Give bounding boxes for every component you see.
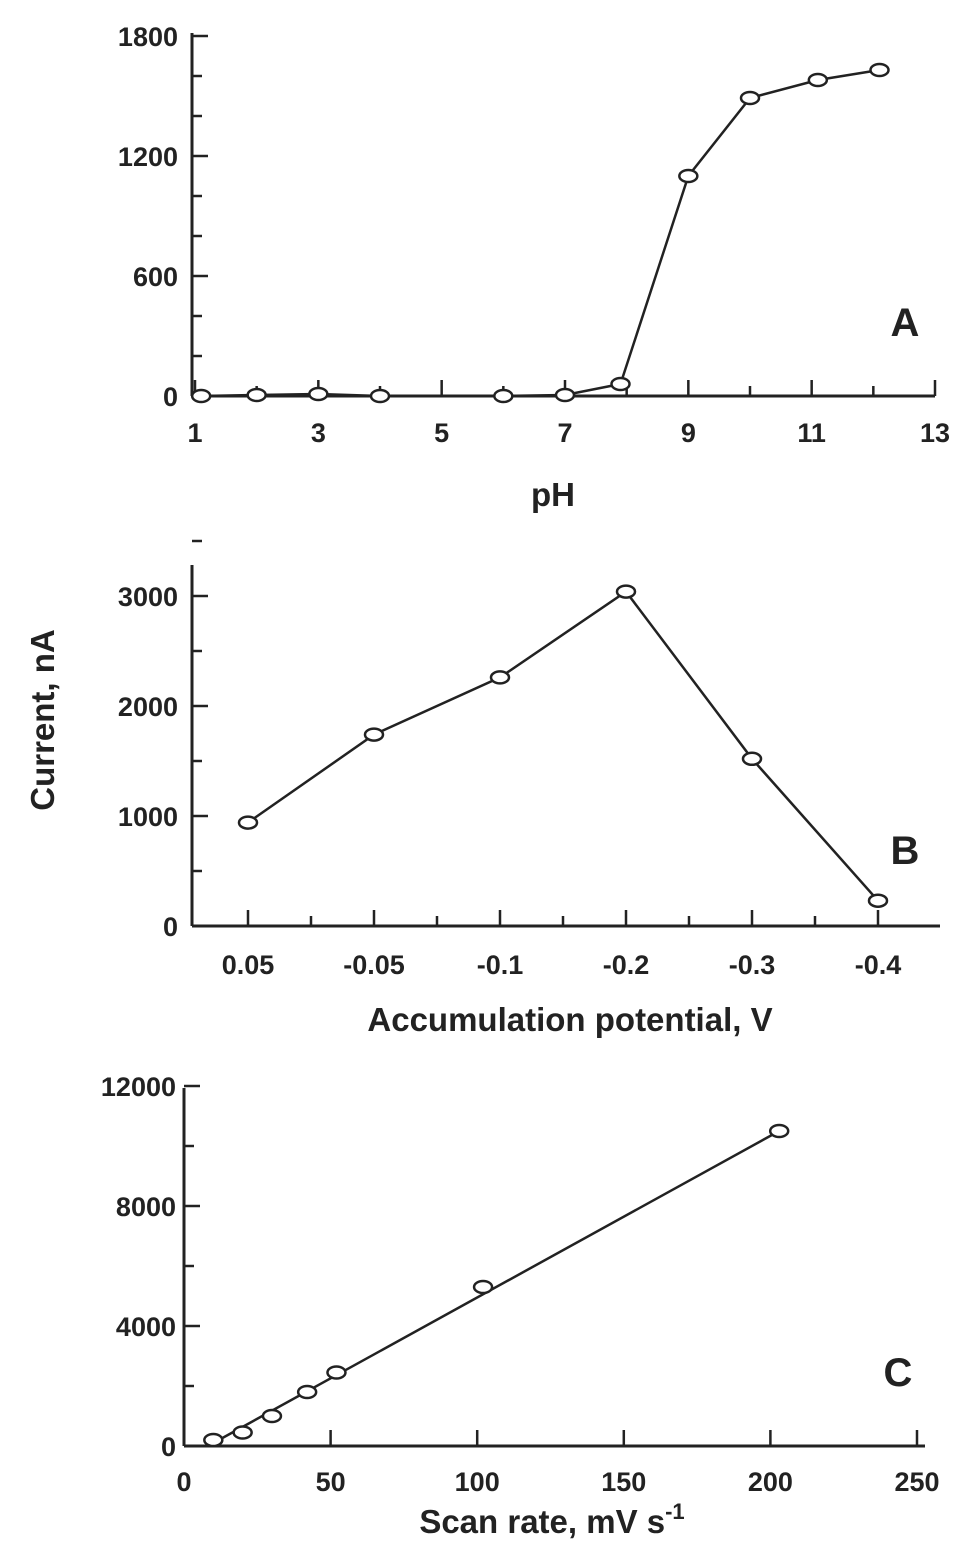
- data-point: [190, 388, 212, 404]
- y-tick-label: 12000: [101, 1072, 176, 1102]
- data-point: [472, 1279, 494, 1295]
- x-tick-label: -0.05: [343, 950, 405, 980]
- y-tick-label: 1200: [118, 142, 178, 172]
- y-tick-label: 0: [163, 382, 178, 412]
- x-axis-label: Accumulation potential, V: [367, 1001, 772, 1038]
- x-axis-label: Scan rate, mV s-1: [419, 1499, 684, 1540]
- y-tick-label: 1000: [118, 802, 178, 832]
- y-tick-label: 4000: [116, 1312, 176, 1342]
- y-tick-label: 2000: [118, 692, 178, 722]
- data-point: [869, 62, 890, 78]
- x-tick-label: 250: [894, 1467, 939, 1497]
- x-tick-label: 100: [455, 1467, 500, 1497]
- data-point: [867, 893, 889, 908]
- y-tick-label: 8000: [116, 1192, 176, 1222]
- data-point: [678, 168, 699, 184]
- panel-letter: A: [891, 301, 920, 345]
- data-point: [369, 388, 391, 404]
- x-tick-label: 13: [920, 418, 950, 448]
- y-tick-label: 0: [161, 1432, 176, 1462]
- data-point: [741, 751, 763, 767]
- y-tick-label: 600: [133, 262, 178, 292]
- x-tick-label: -0.4: [855, 950, 902, 980]
- series-line: [247, 589, 879, 902]
- x-tick-label: 3: [311, 418, 326, 448]
- panel-letter: B: [891, 829, 920, 873]
- data-point: [489, 670, 511, 685]
- x-tick-label: 200: [748, 1467, 793, 1497]
- data-point: [261, 1408, 283, 1424]
- data-point: [246, 387, 267, 403]
- data-point: [232, 1425, 253, 1440]
- x-tick-label: -0.1: [477, 950, 524, 980]
- data-point: [610, 376, 631, 392]
- data-point: [237, 815, 259, 830]
- x-tick-label: 150: [601, 1467, 646, 1497]
- data-point: [554, 387, 576, 403]
- data-point: [493, 388, 514, 404]
- x-tick-label: 7: [557, 418, 572, 448]
- data-point: [326, 1365, 347, 1380]
- data-point: [203, 1432, 224, 1448]
- x-tick-label: 0.05: [222, 950, 275, 980]
- data-point: [739, 90, 761, 106]
- panel-letter: C: [884, 1351, 913, 1395]
- panel-c: 0 4000 8000 12000 0 50 100 150 200 250 Scan rate, …: [101, 1072, 940, 1540]
- fit-line: [212, 1129, 780, 1445]
- y-tick-label: 1800: [118, 22, 178, 52]
- x-tick-label: 0: [176, 1467, 191, 1497]
- series-line: [201, 68, 880, 398]
- x-tick-label: 1: [187, 418, 202, 448]
- x-tick-label: 11: [797, 418, 826, 448]
- x-tick-label: -0.3: [729, 950, 776, 980]
- x-tick-label: 5: [434, 418, 449, 448]
- y-tick-label: 3000: [118, 582, 178, 612]
- data-point: [296, 1384, 318, 1400]
- x-tick-label: 9: [681, 418, 696, 448]
- x-tick-label: 50: [316, 1467, 346, 1497]
- x-axis-label: pH: [531, 476, 575, 513]
- data-point: [768, 1123, 790, 1139]
- panel-b: 0 1000 2000 3000 0.05 -0.05 -0.1 -0.2 -0.3 -0.4 Ac…: [118, 539, 940, 1038]
- shared-y-axis-label: Current, nA: [24, 629, 61, 811]
- data-point: [308, 386, 329, 402]
- x-tick-label: -0.2: [603, 950, 650, 980]
- data-point: [615, 584, 637, 599]
- y-tick-label: 0: [163, 912, 178, 942]
- data-point: [807, 72, 829, 88]
- data-point: [363, 727, 385, 742]
